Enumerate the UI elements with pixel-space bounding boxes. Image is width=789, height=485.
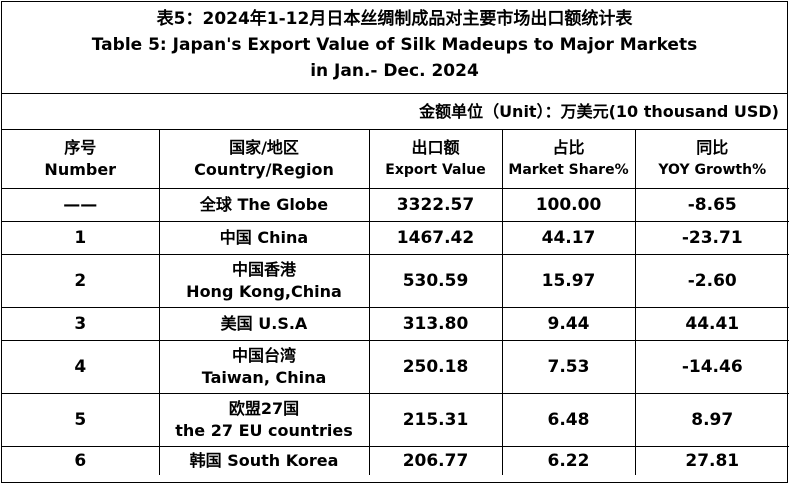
unit-note: 金额单位（Unit）：万美元(10 thousand USD) (2, 94, 787, 130)
cell-market-share: 6.48 (502, 393, 635, 446)
header-number-en: Number (2, 159, 159, 181)
cell-yoy-growth: 44.41 (635, 307, 789, 340)
cell-region: 美国 U.S.A (159, 307, 369, 340)
export-table: 序号 Number 国家/地区 Country/Region 出口额 Expor… (2, 130, 789, 475)
cell-market-share: 44.17 (502, 221, 635, 254)
header-export-value: 出口额 Export Value (369, 130, 502, 188)
cell-region: 中国台湾 Taiwan, China (159, 340, 369, 393)
cell-number: 6 (2, 446, 159, 475)
header-market-share-en: Market Share% (503, 159, 635, 181)
table-row: 6 韩国 South Korea 206.77 6.22 27.81 (2, 446, 789, 475)
cell-region-en: the 27 EU countries (160, 420, 369, 442)
cell-region-en: Hong Kong,China (160, 281, 369, 303)
table-title: 表5：2024年1-12月日本丝绸制成品对主要市场出口额统计表 Table 5:… (2, 2, 787, 94)
header-region-zh: 国家/地区 (160, 137, 369, 159)
cell-region-zh: 欧盟27国 (160, 398, 369, 420)
cell-number: 3 (2, 307, 159, 340)
header-region-en: Country/Region (160, 159, 369, 181)
cell-export-value: 3322.57 (369, 188, 502, 221)
cell-number: —— (2, 188, 159, 221)
table-row: 5 欧盟27国 the 27 EU countries 215.31 6.48 … (2, 393, 789, 446)
cell-region-zh: 中国香港 (160, 259, 369, 281)
cell-region: 韩国 South Korea (159, 446, 369, 475)
header-region: 国家/地区 Country/Region (159, 130, 369, 188)
cell-number: 1 (2, 221, 159, 254)
header-number-zh: 序号 (2, 137, 159, 159)
cell-yoy-growth: -23.71 (635, 221, 789, 254)
cell-number: 5 (2, 393, 159, 446)
header-yoy-growth-zh: 同比 (636, 137, 789, 159)
title-english-line2: in Jan.- Dec. 2024 (2, 58, 787, 84)
table-row: 3 美国 U.S.A 313.80 9.44 44.41 (2, 307, 789, 340)
cell-region: 中国 China (159, 221, 369, 254)
table-row: 4 中国台湾 Taiwan, China 250.18 7.53 -14.46 (2, 340, 789, 393)
cell-market-share: 7.53 (502, 340, 635, 393)
cell-yoy-growth: 27.81 (635, 446, 789, 475)
title-chinese: 表5：2024年1-12月日本丝绸制成品对主要市场出口额统计表 (2, 6, 787, 32)
cell-region-en: Taiwan, China (160, 367, 369, 389)
header-number: 序号 Number (2, 130, 159, 188)
header-yoy-growth-en: YOY Growth% (636, 159, 789, 181)
title-english-line1: Table 5: Japan's Export Value of Silk Ma… (2, 32, 787, 58)
cell-region: 中国香港 Hong Kong,China (159, 254, 369, 307)
cell-market-share: 100.00 (502, 188, 635, 221)
header-export-value-zh: 出口额 (370, 137, 502, 159)
cell-number: 2 (2, 254, 159, 307)
cell-export-value: 313.80 (369, 307, 502, 340)
cell-yoy-growth: -2.60 (635, 254, 789, 307)
cell-market-share: 15.97 (502, 254, 635, 307)
cell-market-share: 9.44 (502, 307, 635, 340)
header-yoy-growth: 同比 YOY Growth% (635, 130, 789, 188)
cell-export-value: 530.59 (369, 254, 502, 307)
table-row: —— 全球 The Globe 3322.57 100.00 -8.65 (2, 188, 789, 221)
cell-yoy-growth: -14.46 (635, 340, 789, 393)
header-export-value-en: Export Value (370, 159, 502, 181)
cell-export-value: 215.31 (369, 393, 502, 446)
cell-region: 全球 The Globe (159, 188, 369, 221)
cell-market-share: 6.22 (502, 446, 635, 475)
table-row: 1 中国 China 1467.42 44.17 -23.71 (2, 221, 789, 254)
cell-region-zh: 中国台湾 (160, 345, 369, 367)
table-row: 2 中国香港 Hong Kong,China 530.59 15.97 -2.6… (2, 254, 789, 307)
header-market-share: 占比 Market Share% (502, 130, 635, 188)
cell-number: 4 (2, 340, 159, 393)
cell-export-value: 206.77 (369, 446, 502, 475)
cell-yoy-growth: -8.65 (635, 188, 789, 221)
cell-export-value: 250.18 (369, 340, 502, 393)
cell-yoy-growth: 8.97 (635, 393, 789, 446)
header-row: 序号 Number 国家/地区 Country/Region 出口额 Expor… (2, 130, 789, 188)
cell-region: 欧盟27国 the 27 EU countries (159, 393, 369, 446)
cell-export-value: 1467.42 (369, 221, 502, 254)
header-market-share-zh: 占比 (503, 137, 635, 159)
